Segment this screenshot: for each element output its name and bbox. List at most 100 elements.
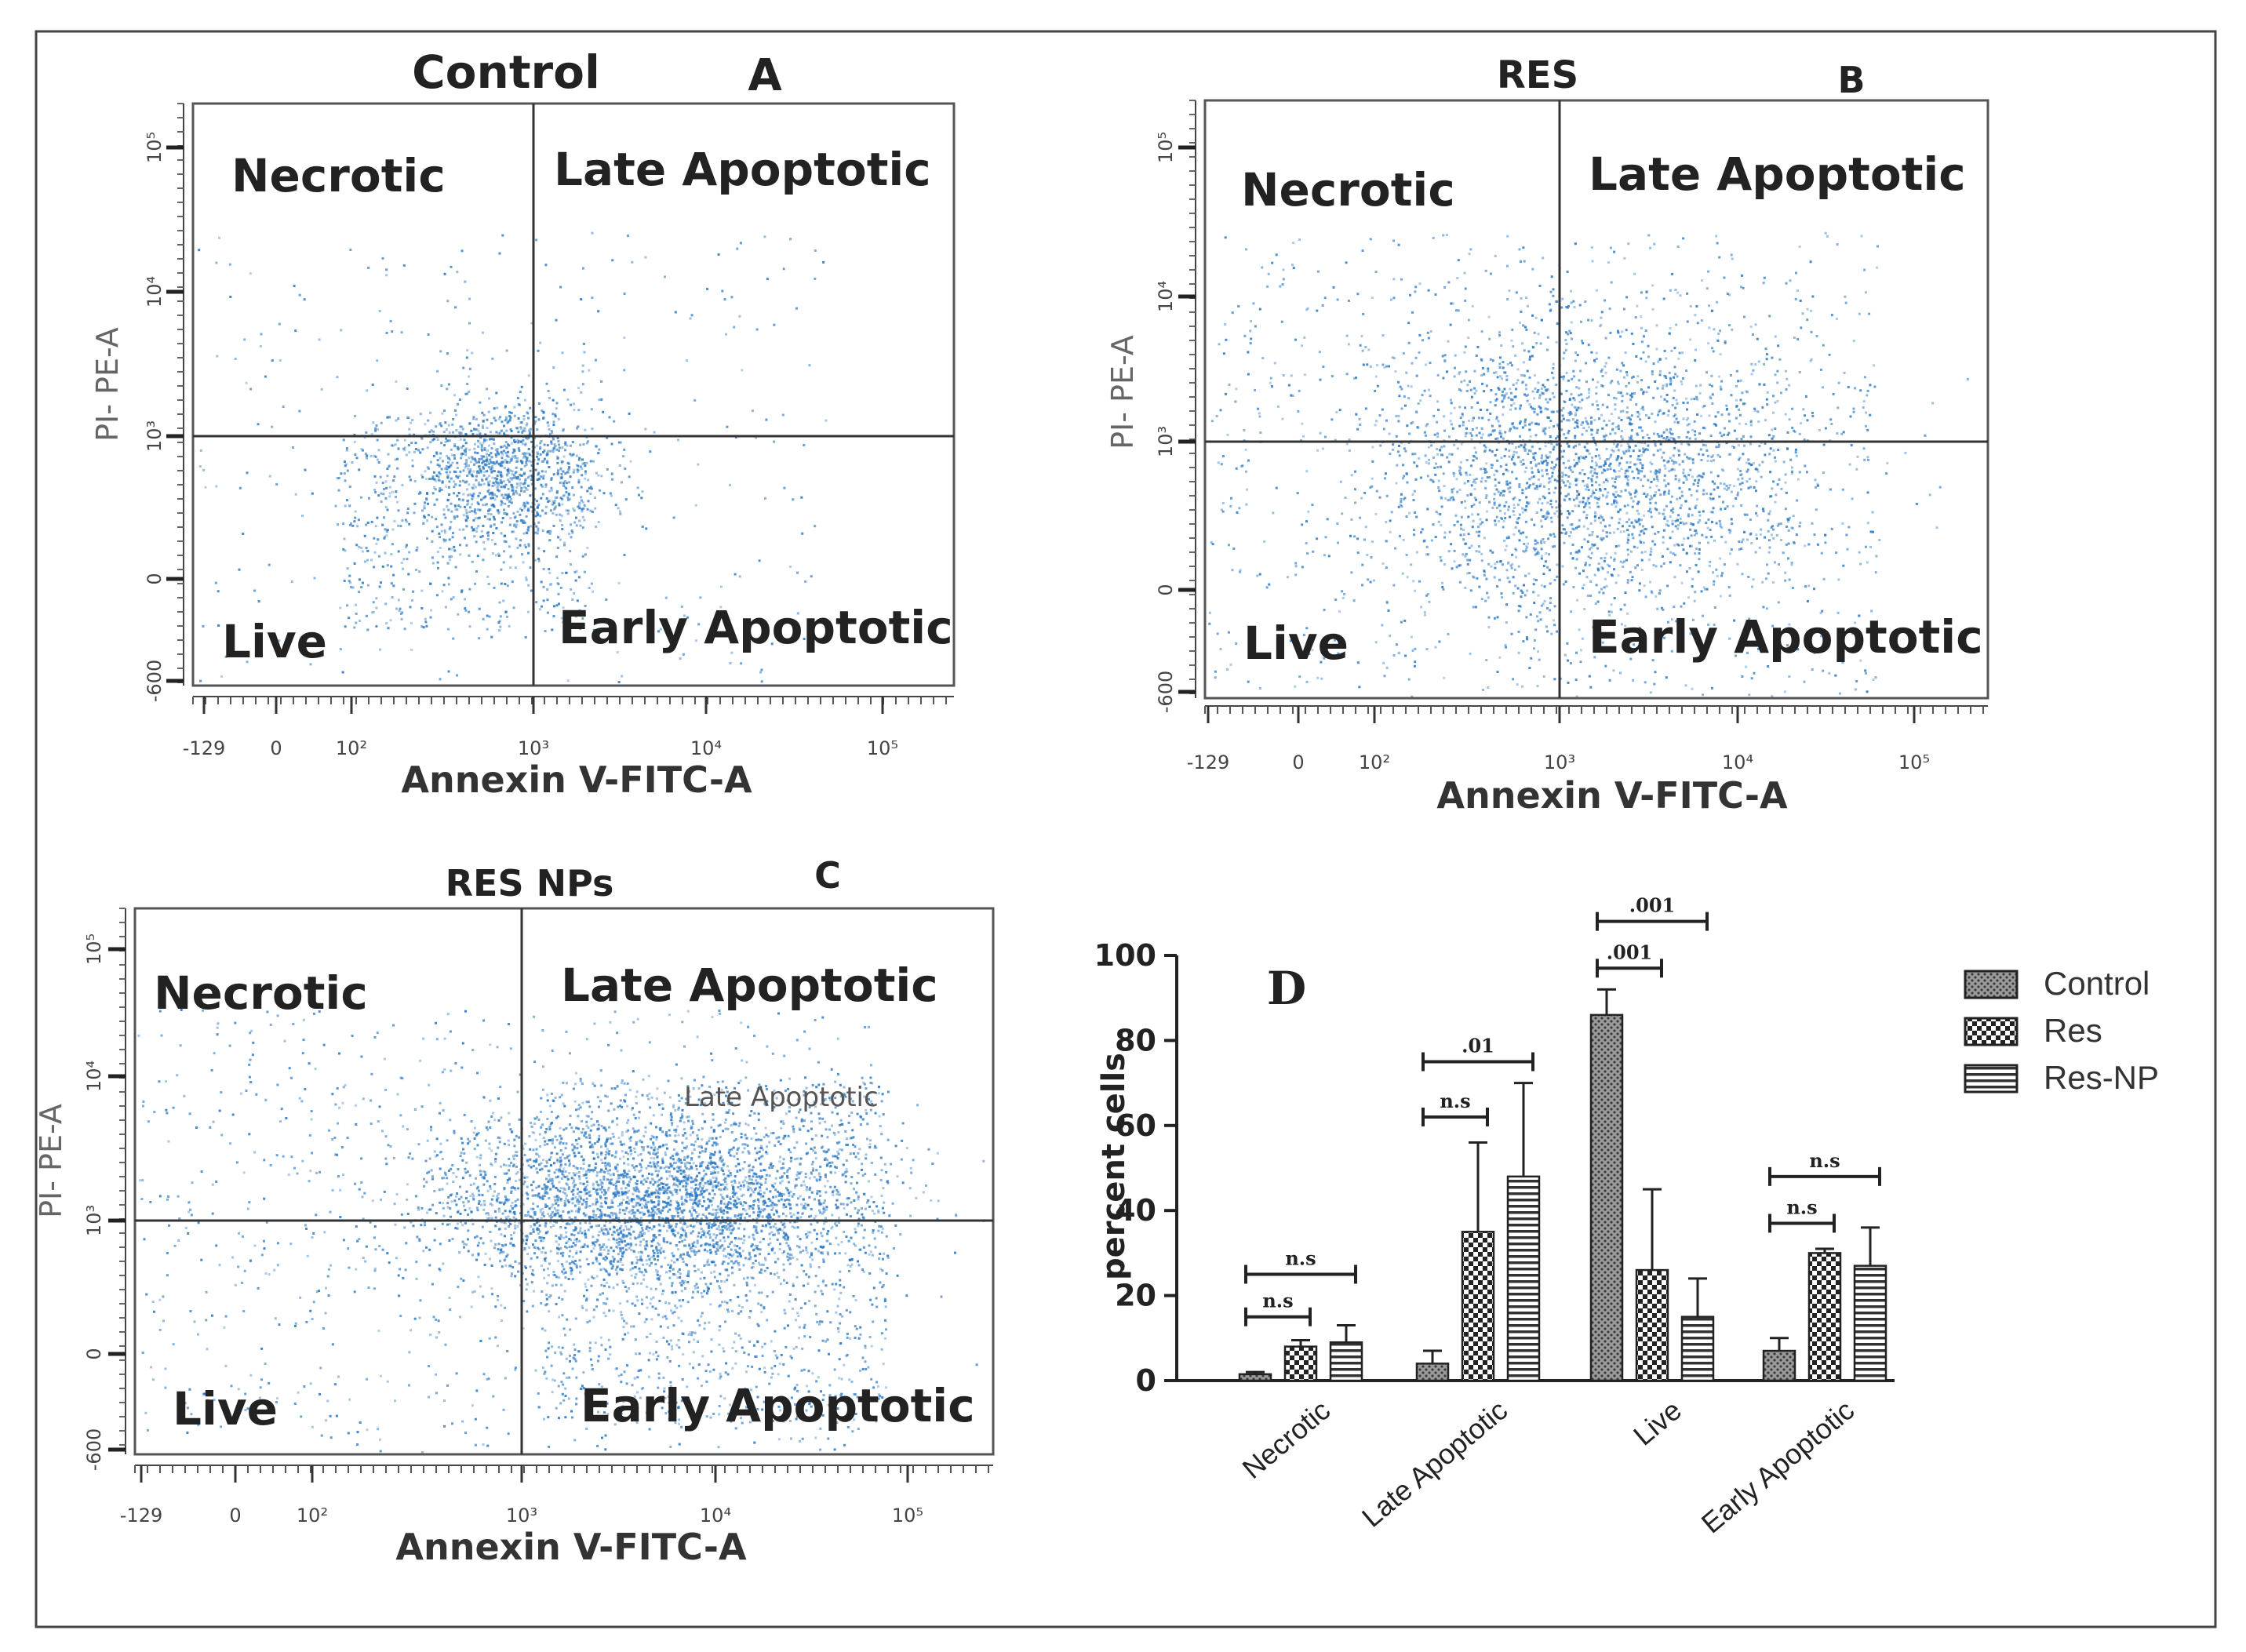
event-dot — [549, 529, 552, 533]
event-dot — [1545, 469, 1548, 472]
event-dot — [1543, 599, 1546, 602]
event-dot — [475, 570, 479, 573]
event-dot — [1476, 513, 1480, 516]
event-dot — [421, 448, 424, 451]
event-dot — [1404, 404, 1407, 407]
event-dot — [488, 453, 491, 457]
event-dot — [1517, 631, 1520, 633]
event-dot — [1362, 312, 1365, 315]
event-dot — [453, 457, 457, 460]
figure-frame — [35, 30, 2217, 1628]
event-dot — [507, 468, 510, 471]
event-dot — [1690, 398, 1693, 401]
event-dot — [1426, 593, 1429, 595]
event-dot — [527, 448, 530, 450]
event-dot — [381, 523, 384, 526]
event-dot — [1493, 429, 1496, 432]
event-dot — [493, 493, 497, 497]
event-dot — [1675, 461, 1678, 464]
event-dot — [814, 249, 817, 252]
event-dot — [394, 458, 397, 461]
event-dot — [353, 440, 356, 443]
event-dot — [367, 266, 370, 269]
event-dot — [435, 594, 439, 597]
event-dot — [1596, 567, 1600, 570]
event-dot — [1915, 502, 1918, 505]
event-dot — [1629, 493, 1632, 496]
event-dot — [1509, 362, 1512, 364]
event-dot — [1536, 487, 1539, 490]
event-dot — [1538, 394, 1542, 397]
event-dot — [1483, 468, 1486, 471]
event-dot — [1584, 300, 1587, 303]
event-dot — [1418, 282, 1421, 286]
event-dot — [204, 486, 207, 489]
event-dot — [1654, 442, 1657, 446]
event-dot — [1652, 362, 1655, 366]
event-dot — [1546, 630, 1549, 633]
event-dot — [1716, 300, 1719, 304]
event-dot — [1522, 640, 1525, 643]
event-dot — [1493, 576, 1496, 579]
event-dot — [1841, 488, 1844, 491]
event-dot — [1578, 457, 1581, 459]
event-dot — [597, 521, 600, 523]
event-dot — [1788, 516, 1791, 519]
event-dot — [1434, 473, 1437, 476]
event-dot — [1578, 504, 1580, 508]
event-dot — [1400, 407, 1403, 410]
event-dot — [1721, 468, 1724, 471]
event-dot — [1637, 455, 1640, 458]
event-dot — [1507, 505, 1510, 508]
event-dot — [1786, 447, 1789, 450]
event-dot — [469, 468, 472, 471]
event-dot — [466, 515, 469, 519]
event-dot — [1353, 377, 1356, 380]
event-dot — [1618, 470, 1621, 473]
event-dot — [1553, 579, 1556, 581]
event-dot — [1528, 376, 1531, 379]
event-dot — [1615, 426, 1618, 428]
event-dot — [586, 547, 589, 550]
event-dot — [1446, 456, 1449, 459]
event-dot — [617, 507, 620, 510]
event-dot — [1590, 433, 1593, 436]
event-dot — [1496, 560, 1498, 563]
event-dot — [1693, 599, 1696, 602]
event-dot — [541, 409, 544, 413]
event-dot — [1476, 345, 1480, 348]
event-dot — [572, 471, 575, 474]
event-dot — [527, 526, 530, 529]
event-dot — [1490, 464, 1493, 467]
event-dot — [432, 430, 435, 433]
event-dot — [1472, 575, 1475, 578]
event-dot — [1440, 465, 1442, 468]
event-dot — [1723, 433, 1726, 436]
event-dot — [1655, 635, 1658, 639]
event-dot — [1568, 534, 1571, 537]
event-dot — [1658, 358, 1662, 361]
event-dot — [1338, 610, 1341, 613]
event-dot — [1841, 522, 1844, 525]
event-dot — [523, 429, 526, 432]
event-dot — [1586, 595, 1589, 597]
event-dot — [466, 383, 469, 385]
event-dot — [1339, 480, 1342, 483]
event-dot — [304, 468, 307, 471]
event-dot — [1803, 438, 1806, 441]
event-dot — [517, 447, 520, 450]
event-dot — [1669, 436, 1673, 439]
event-dot — [463, 537, 466, 540]
event-dot — [1789, 279, 1792, 282]
event-dot — [1490, 389, 1493, 391]
event-dot — [578, 609, 581, 612]
event-dot — [379, 648, 382, 651]
event-dot — [590, 582, 593, 585]
event-dot — [449, 559, 452, 562]
event-dot — [1245, 248, 1248, 251]
event-dot — [427, 467, 430, 470]
event-dot — [355, 603, 358, 606]
event-dot — [512, 492, 515, 495]
event-dot — [216, 355, 219, 358]
event-dot — [471, 351, 474, 355]
